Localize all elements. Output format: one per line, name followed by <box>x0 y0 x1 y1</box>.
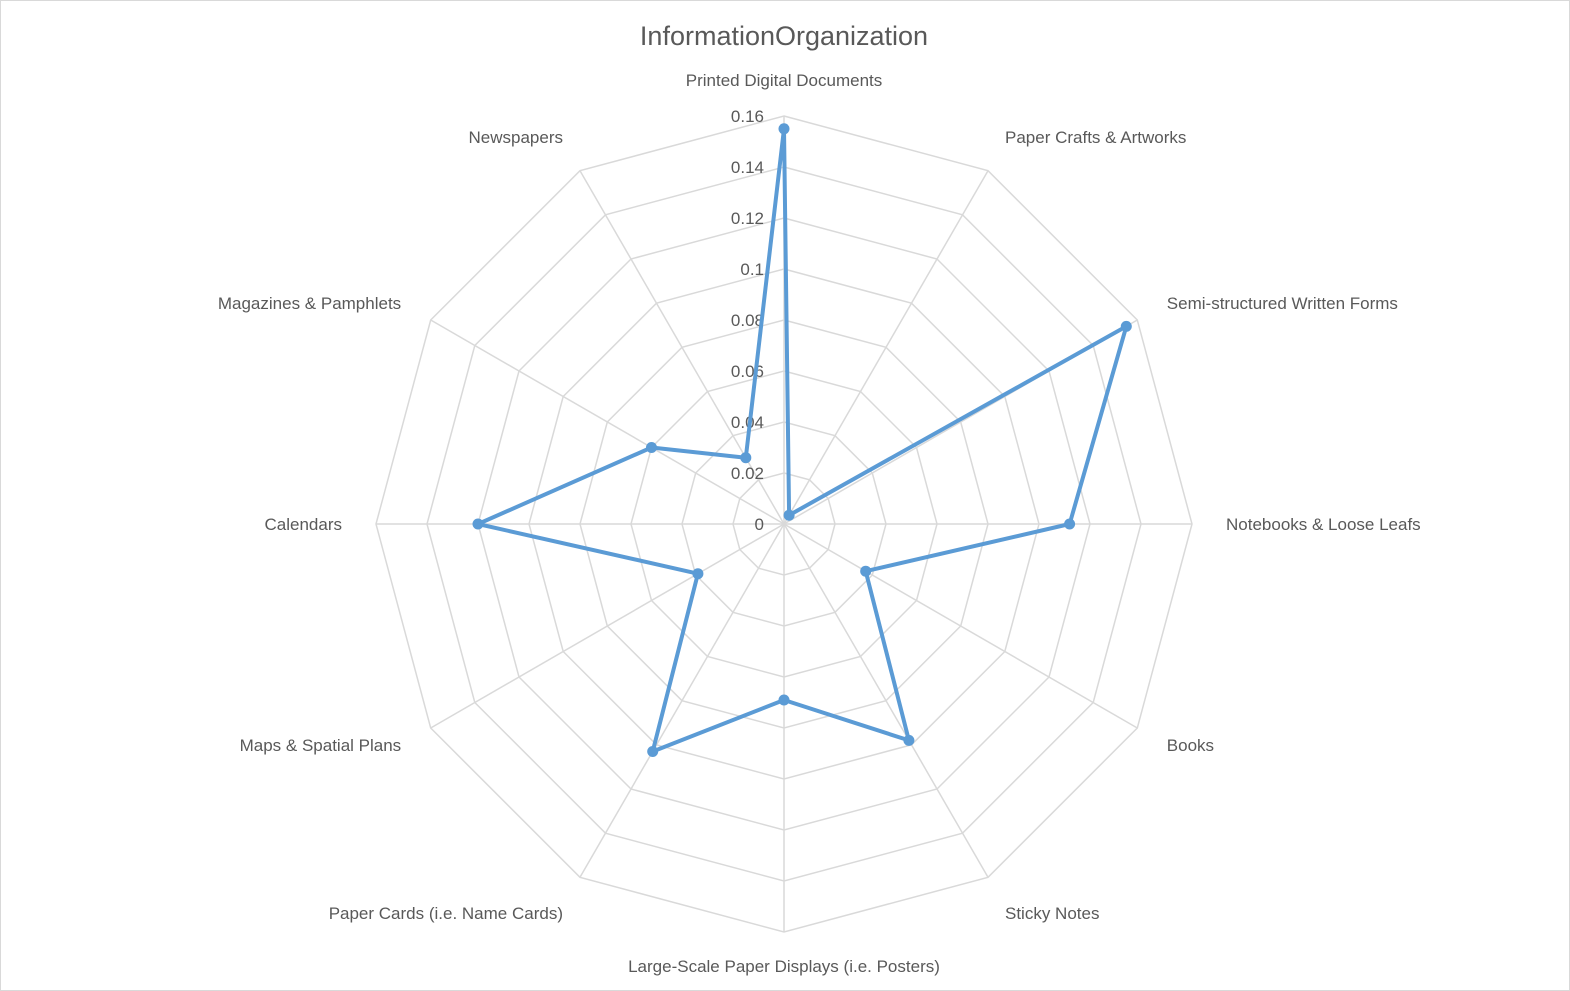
tick-label: 0.06 <box>731 362 764 381</box>
category-label: Semi-structured Written Forms <box>1167 294 1398 313</box>
data-point <box>1120 320 1132 332</box>
data-point <box>778 123 790 135</box>
category-label: Notebooks & Loose Leafs <box>1226 515 1421 534</box>
data-point <box>1064 518 1076 530</box>
category-labels: Printed Digital Documents Paper Crafts & … <box>218 71 1421 976</box>
chart-title: InformationOrganization <box>640 21 928 51</box>
data-point <box>860 565 872 577</box>
grid-spoke <box>783 523 1138 729</box>
category-label: Paper Cards (i.e. Name Cards) <box>329 904 563 923</box>
data-point <box>692 568 704 580</box>
category-label: Sticky Notes <box>1005 904 1099 923</box>
tick-label: 0.1 <box>740 260 764 279</box>
tick-label: 0.08 <box>731 311 764 330</box>
data-point <box>646 442 657 453</box>
tick-label: 0.02 <box>731 464 764 483</box>
category-label: Maps & Spatial Plans <box>240 736 402 755</box>
grid-spoke <box>783 523 989 878</box>
category-label: Large-Scale Paper Displays (i.e. Posters… <box>628 957 940 976</box>
category-label: Books <box>1167 736 1214 755</box>
data-point <box>472 518 484 530</box>
tick-label: 0.04 <box>731 413 764 432</box>
data-point <box>778 694 790 706</box>
tick-label: 0 <box>755 515 764 534</box>
data-point <box>783 509 795 521</box>
series-layer <box>472 123 1132 757</box>
tick-label: 0.12 <box>731 209 764 228</box>
grid-spoke <box>430 319 785 525</box>
grid-spoke <box>579 170 785 525</box>
grid-spoke <box>579 523 785 878</box>
tick-labels: 0 0.02 0.04 0.06 0.08 0.1 0.12 0.14 0.16 <box>731 107 764 534</box>
grid-layer <box>375 115 1193 933</box>
data-point <box>740 452 752 464</box>
category-label: Printed Digital Documents <box>686 71 883 90</box>
category-label: Paper Crafts & Artworks <box>1005 128 1186 147</box>
grid-spoke <box>783 170 989 525</box>
data-point <box>647 746 659 757</box>
category-label: Magazines & Pamphlets <box>218 294 401 313</box>
data-point <box>903 734 915 746</box>
tick-label: 0.14 <box>731 158 764 177</box>
category-label: Calendars <box>265 515 343 534</box>
tick-label: 0.16 <box>731 107 764 126</box>
category-label: Newspapers <box>469 128 564 147</box>
grid-spoke <box>430 523 785 729</box>
